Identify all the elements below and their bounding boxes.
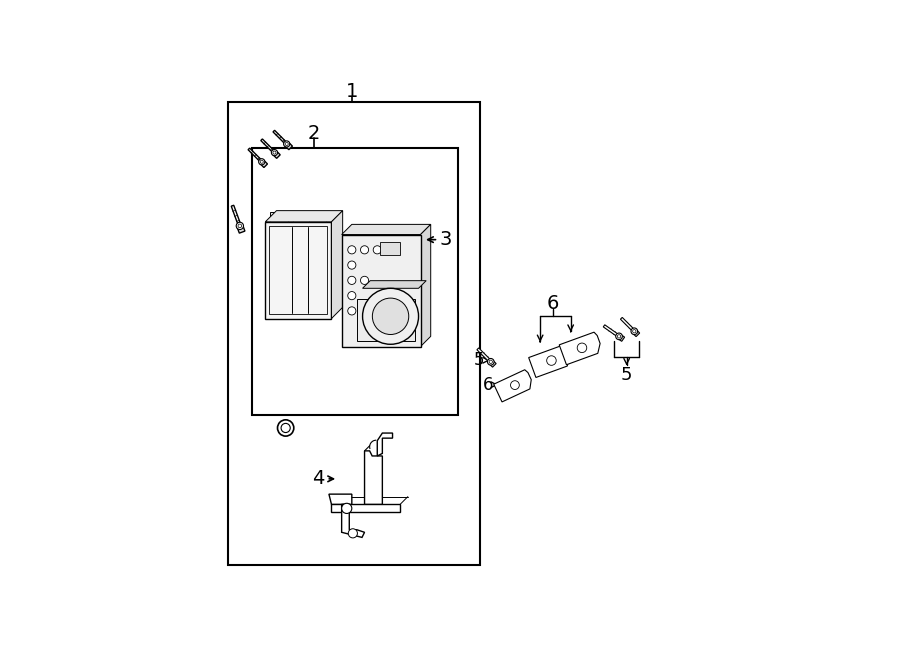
Circle shape	[347, 307, 356, 315]
Polygon shape	[617, 334, 625, 341]
Polygon shape	[363, 281, 427, 288]
Circle shape	[510, 381, 519, 389]
Text: 5: 5	[621, 366, 633, 383]
Circle shape	[238, 224, 242, 228]
Circle shape	[260, 160, 264, 163]
Circle shape	[281, 424, 290, 432]
Text: 4: 4	[312, 469, 325, 488]
Circle shape	[284, 141, 290, 147]
Circle shape	[374, 246, 382, 254]
Circle shape	[347, 261, 356, 269]
Text: 3: 3	[440, 230, 452, 249]
Circle shape	[363, 288, 419, 344]
Polygon shape	[489, 360, 496, 367]
Text: 6: 6	[546, 293, 559, 313]
Polygon shape	[261, 139, 275, 153]
Polygon shape	[559, 332, 600, 365]
Polygon shape	[477, 348, 491, 363]
Polygon shape	[342, 504, 364, 537]
Polygon shape	[632, 329, 640, 336]
Circle shape	[347, 292, 356, 299]
Bar	[266, 222, 331, 319]
Circle shape	[273, 151, 276, 154]
Circle shape	[546, 356, 556, 366]
Circle shape	[361, 276, 369, 284]
Polygon shape	[620, 317, 635, 332]
Circle shape	[277, 420, 293, 436]
Circle shape	[236, 222, 244, 229]
Circle shape	[258, 159, 265, 165]
Circle shape	[347, 276, 356, 284]
Circle shape	[633, 330, 636, 333]
Text: 6: 6	[482, 375, 493, 394]
Bar	[342, 235, 420, 346]
Polygon shape	[364, 451, 382, 504]
Polygon shape	[603, 325, 620, 337]
Circle shape	[617, 334, 621, 338]
Text: 5: 5	[473, 351, 484, 369]
Polygon shape	[377, 433, 392, 456]
Text: 2: 2	[308, 124, 320, 143]
Circle shape	[577, 343, 587, 352]
Circle shape	[361, 246, 369, 254]
Polygon shape	[342, 224, 431, 235]
Bar	[357, 299, 416, 342]
Circle shape	[285, 142, 288, 145]
Polygon shape	[331, 211, 343, 319]
Polygon shape	[494, 369, 531, 402]
Circle shape	[342, 503, 352, 514]
Polygon shape	[273, 130, 287, 145]
Circle shape	[488, 358, 494, 365]
Polygon shape	[285, 142, 292, 149]
Bar	[270, 212, 288, 222]
Circle shape	[348, 529, 357, 538]
Polygon shape	[331, 504, 400, 512]
Polygon shape	[237, 225, 245, 233]
Bar	[309, 212, 327, 222]
Circle shape	[616, 333, 622, 340]
Circle shape	[489, 360, 492, 364]
Text: 1: 1	[346, 82, 358, 101]
Bar	[252, 148, 458, 415]
Circle shape	[631, 328, 637, 334]
Polygon shape	[273, 151, 280, 159]
Bar	[269, 226, 328, 315]
Bar	[228, 102, 480, 565]
Bar	[293, 212, 311, 222]
Polygon shape	[266, 211, 343, 222]
Circle shape	[347, 246, 356, 254]
Circle shape	[373, 298, 409, 334]
Polygon shape	[231, 206, 241, 226]
Bar	[380, 242, 400, 255]
Polygon shape	[328, 494, 352, 504]
Polygon shape	[420, 224, 431, 346]
Circle shape	[272, 149, 277, 156]
Polygon shape	[528, 345, 570, 377]
Polygon shape	[260, 160, 267, 167]
Polygon shape	[248, 148, 263, 163]
